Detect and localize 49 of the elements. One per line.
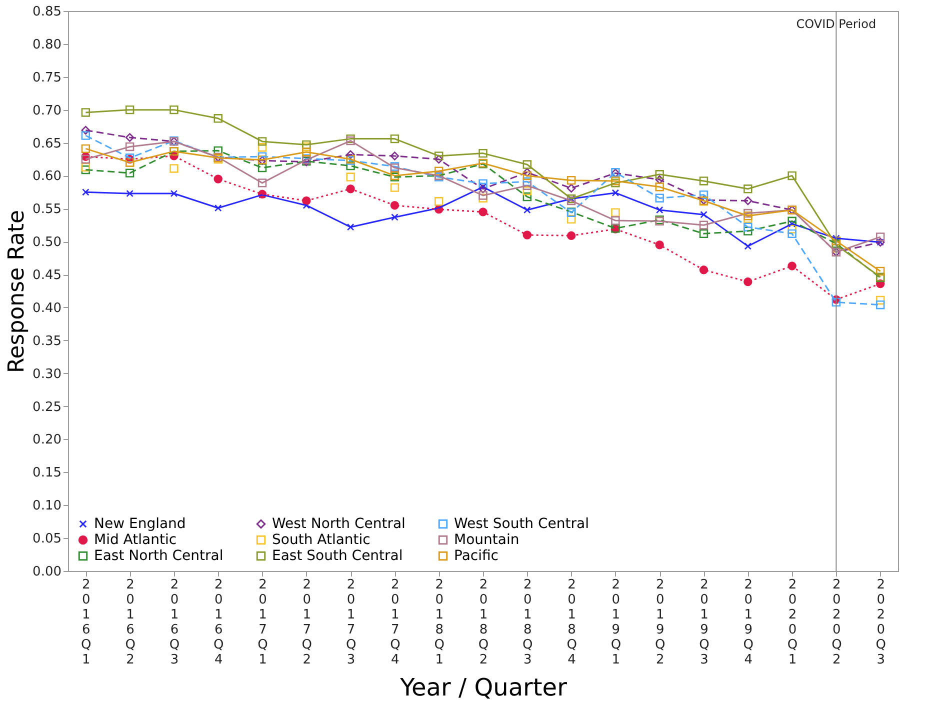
x-tick-label: 2019Q2 [654, 578, 666, 668]
legend-label: East South Central [272, 548, 403, 564]
x-tick-label: 2016Q4 [213, 578, 224, 668]
x-tick-label: 2020Q3 [876, 578, 886, 668]
y-tick-label: 0.50 [32, 235, 62, 250]
y-tick-label: 0.15 [32, 466, 62, 481]
x-tick-label: 2017Q3 [346, 578, 356, 668]
legend-label: East North Central [94, 548, 224, 564]
y-tick-label: 0.70 [32, 103, 62, 118]
x-tick-label: 2020Q1 [787, 578, 798, 668]
y-tick-label: 0.05 [32, 532, 62, 547]
legend-label: South Atlantic [272, 532, 370, 548]
x-tick-label: 2019Q4 [743, 578, 754, 668]
y-tick-label: 0.45 [32, 268, 62, 284]
y-tick-label: 0.00 [32, 564, 62, 580]
y-tick-label: 0.40 [32, 300, 62, 316]
y-tick-label: 0.20 [32, 432, 62, 448]
x-tick-label: 2018Q2 [478, 578, 489, 668]
legend-label: West North Central [272, 516, 406, 532]
x-tick-label: 2017Q4 [390, 578, 400, 668]
y-tick-label: 0.10 [32, 498, 62, 514]
y-tick-label: 0.55 [32, 202, 62, 218]
y-tick-label: 0.25 [32, 400, 62, 415]
y-tick-label: 0.60 [32, 169, 62, 184]
y-tick-label: 0.65 [32, 136, 62, 152]
x-tick-label: 2016Q3 [169, 578, 180, 668]
legend-label: West South Central [454, 516, 589, 532]
y-tick-label: 0.30 [32, 366, 62, 382]
x-tick-label: 2019Q1 [610, 578, 622, 668]
x-tick-label: 2020Q2 [832, 578, 842, 668]
x-tick-label: 2017Q2 [302, 578, 312, 668]
y-tick-label: 0.85 [32, 4, 62, 20]
x-tick-label: 2018Q3 [522, 578, 533, 668]
y-tick-label: 0.80 [32, 37, 62, 52]
x-tick-label: 2018Q4 [566, 578, 577, 668]
legend-label: Mountain [454, 532, 520, 548]
y-axis-title: Response Rate [4, 210, 30, 374]
x-tick-label: 2019Q3 [699, 578, 710, 668]
y-tick-label: 0.75 [32, 70, 62, 86]
legend-label: Mid Atlantic [94, 532, 177, 548]
x-tick-label: 2017Q1 [258, 578, 268, 668]
x-tick-label: 2016Q2 [125, 578, 136, 668]
x-tick-label: 2016Q1 [81, 578, 92, 668]
y-tick-label: 0.35 [32, 334, 62, 349]
x-tick-label: 2018Q1 [434, 578, 444, 668]
ref-line-label: COVID Period [796, 17, 876, 31]
x-axis-title: Year / Quarter [399, 674, 568, 702]
legend-label: Pacific [454, 548, 498, 564]
legend-label: New England [94, 516, 186, 532]
